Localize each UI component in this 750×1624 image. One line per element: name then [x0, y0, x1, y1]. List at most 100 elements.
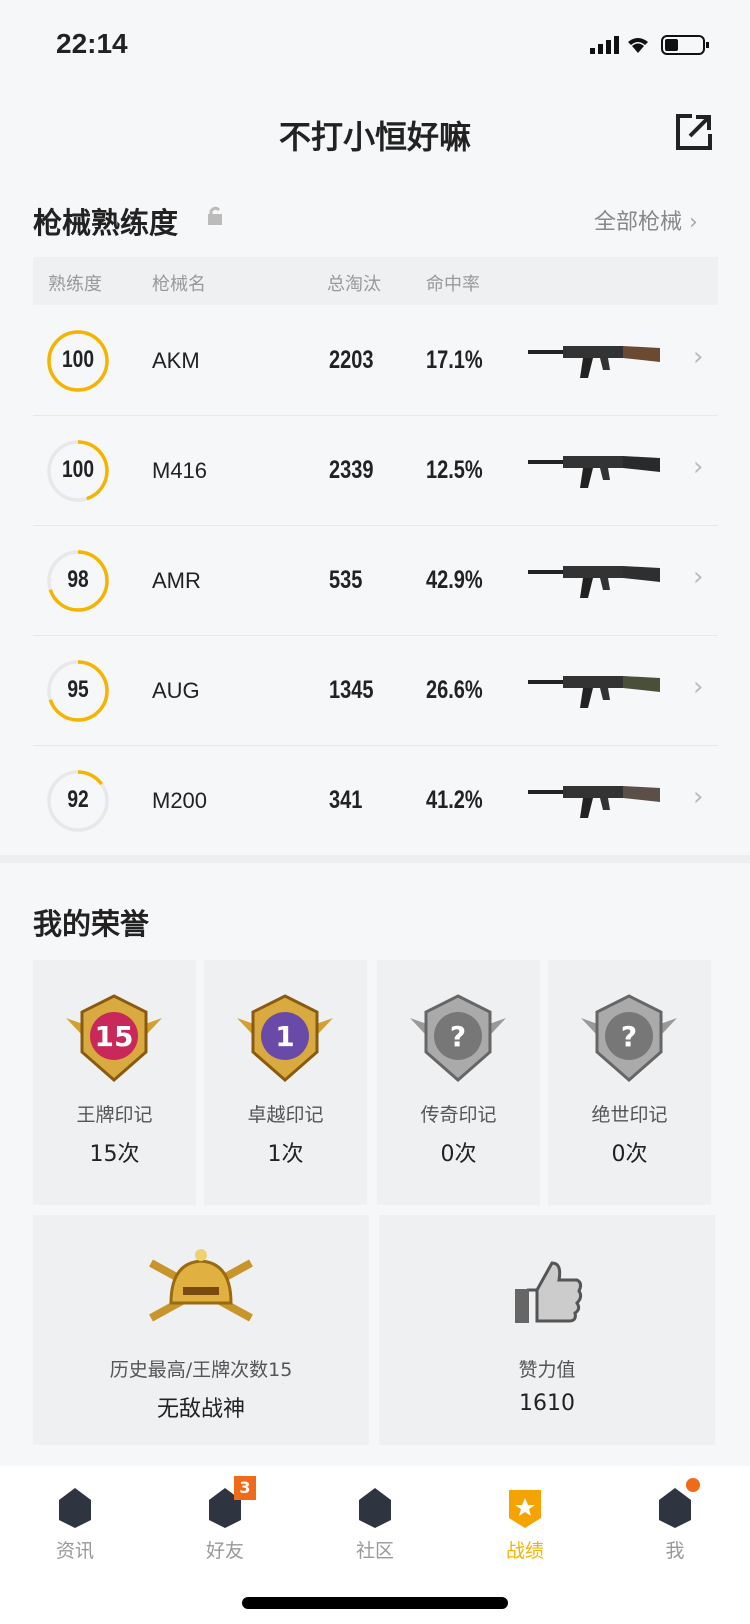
weapon-row[interactable]: 100 M416 2339 12.5% › [33, 416, 718, 526]
news-icon [59, 1488, 91, 1528]
honor-badge-card[interactable]: 1 卓越印记 1次 [204, 960, 367, 1205]
honor-badge-card[interactable]: ? 绝世印记 0次 [548, 960, 711, 1205]
locked-badge-icon: ? [410, 994, 506, 1082]
weapon-image [528, 346, 660, 378]
section-divider [0, 855, 750, 863]
proficiency-level: 100 [61, 346, 95, 373]
badge-count: 1次 [267, 1142, 304, 1167]
weapon-section-title: 枪械熟练度 [33, 206, 179, 240]
thumbs-up-icon [515, 1261, 583, 1323]
table-header: 熟练度 枪械名 总淘汰 命中率 [33, 257, 718, 305]
chevron-right-icon[interactable]: › [693, 452, 704, 482]
status-time: 22:14 [56, 28, 128, 59]
notification-dot [686, 1478, 700, 1492]
weapon-image [528, 566, 660, 598]
col-level: 熟练度 [48, 274, 102, 295]
highest-value: 无敌战神 [156, 1397, 245, 1422]
highest-label: 历史最高/王牌次数15 [109, 1359, 293, 1381]
weapon-row[interactable]: 92 M200 341 41.2% › [33, 746, 718, 856]
weapon-hit-rate: 26.6% [426, 676, 483, 704]
highest-rank-card[interactable]: 历史最高/王牌次数15 无敌战神 [33, 1215, 369, 1445]
community-icon [359, 1488, 391, 1528]
badge-text: 15 [95, 1020, 134, 1053]
bottom-tab-bar: 资讯 好友 3 社区 战绩 我 [0, 1466, 750, 1624]
badge-label: 绝世印记 [591, 1104, 668, 1126]
badge-label: 王牌印记 [76, 1104, 153, 1126]
helmet-badge-icon [149, 1249, 253, 1322]
badge-label: 传奇印记 [420, 1104, 497, 1126]
notification-badge: 3 [234, 1476, 256, 1500]
all-weapons-link[interactable]: 全部枪械 › [594, 204, 698, 236]
badge-count: 0次 [611, 1142, 648, 1167]
tab-community[interactable]: 社区 [300, 1466, 450, 1576]
weapon-kills: 341 [329, 786, 363, 814]
proficiency-gauge [47, 660, 109, 722]
proficiency-level: 92 [67, 786, 89, 813]
tab-label: 好友 [205, 1540, 244, 1562]
weapon-name: AKM [152, 348, 200, 373]
weapon-kills: 2339 [329, 456, 374, 484]
weapon-hit-rate: 12.5% [426, 456, 483, 484]
tab-label: 我 [665, 1540, 685, 1562]
badge-label: 卓越印记 [247, 1104, 324, 1126]
weapon-hit-rate: 42.9% [426, 566, 483, 594]
proficiency-gauge [47, 550, 109, 612]
likes-label: 赞力值 [518, 1359, 576, 1381]
tab-profile[interactable]: 我 [600, 1466, 750, 1576]
honor-badge-icon: 15 [66, 994, 162, 1082]
all-weapons-label: 全部枪械 [594, 210, 683, 235]
tab-label: 资讯 [55, 1540, 94, 1562]
proficiency-gauge [47, 330, 109, 392]
col-name: 枪械名 [152, 274, 206, 295]
status-icons [590, 35, 709, 55]
friends-icon [209, 1488, 241, 1528]
tab-friends[interactable]: 好友 3 [150, 1466, 300, 1576]
chevron-right-icon[interactable]: › [693, 782, 704, 812]
weapon-kills: 535 [329, 566, 363, 594]
weapon-hit-rate: 17.1% [426, 346, 483, 374]
col-kills: 总淘汰 [327, 274, 381, 295]
weapon-image [528, 456, 660, 488]
home-indicator[interactable] [242, 1597, 508, 1609]
chevron-right-icon[interactable]: › [693, 672, 704, 702]
proficiency-gauge [47, 770, 109, 832]
badge-text: ? [621, 1020, 637, 1053]
locked-badge-icon: ? [581, 994, 677, 1082]
tab-label: 社区 [355, 1540, 394, 1562]
honor-section-title: 我的荣誉 [33, 907, 150, 941]
col-rate: 命中率 [426, 274, 480, 295]
proficiency-level: 95 [67, 676, 89, 703]
proficiency-level: 100 [61, 456, 95, 483]
weapon-image [528, 786, 660, 818]
share-icon[interactable] [674, 112, 714, 152]
tab-news[interactable]: 资讯 [0, 1466, 150, 1576]
weapon-kills: 2203 [329, 346, 374, 374]
chevron-right-icon: › [689, 210, 698, 235]
weapon-name: AUG [152, 678, 200, 703]
weapon-name: M416 [152, 458, 208, 483]
weapon-hit-rate: 41.2% [426, 786, 483, 814]
weapon-image [528, 676, 660, 708]
badge-text: ? [450, 1020, 466, 1053]
tab-label: 战绩 [505, 1540, 544, 1562]
page-title: 不打小恒好嘛 [278, 118, 471, 156]
honor-badge-card[interactable]: 15 王牌印记 15次 [33, 960, 196, 1205]
weapon-name: AMR [152, 568, 201, 593]
weapon-row[interactable]: 95 AUG 1345 26.6% › [33, 636, 718, 746]
proficiency-level: 98 [67, 566, 89, 593]
badge-count: 0次 [440, 1142, 477, 1167]
honor-badge-icon: 1 [237, 994, 333, 1082]
record-icon [509, 1490, 541, 1528]
lock-icon [208, 206, 222, 225]
badge-count: 15次 [89, 1142, 140, 1167]
weapon-name: M200 [152, 788, 208, 813]
likes-card[interactable]: 赞力值 1610 [379, 1215, 715, 1445]
weapon-row[interactable]: 100 AKM 2203 17.1% › [33, 306, 718, 416]
weapon-row[interactable]: 98 AMR 535 42.9% › [33, 526, 718, 636]
honor-badge-card[interactable]: ? 传奇印记 0次 [377, 960, 540, 1205]
chevron-right-icon[interactable]: › [693, 342, 704, 372]
proficiency-gauge [47, 440, 109, 502]
tab-record[interactable]: 战绩 [450, 1466, 600, 1576]
chevron-right-icon[interactable]: › [693, 562, 704, 592]
weapon-kills: 1345 [329, 676, 374, 704]
